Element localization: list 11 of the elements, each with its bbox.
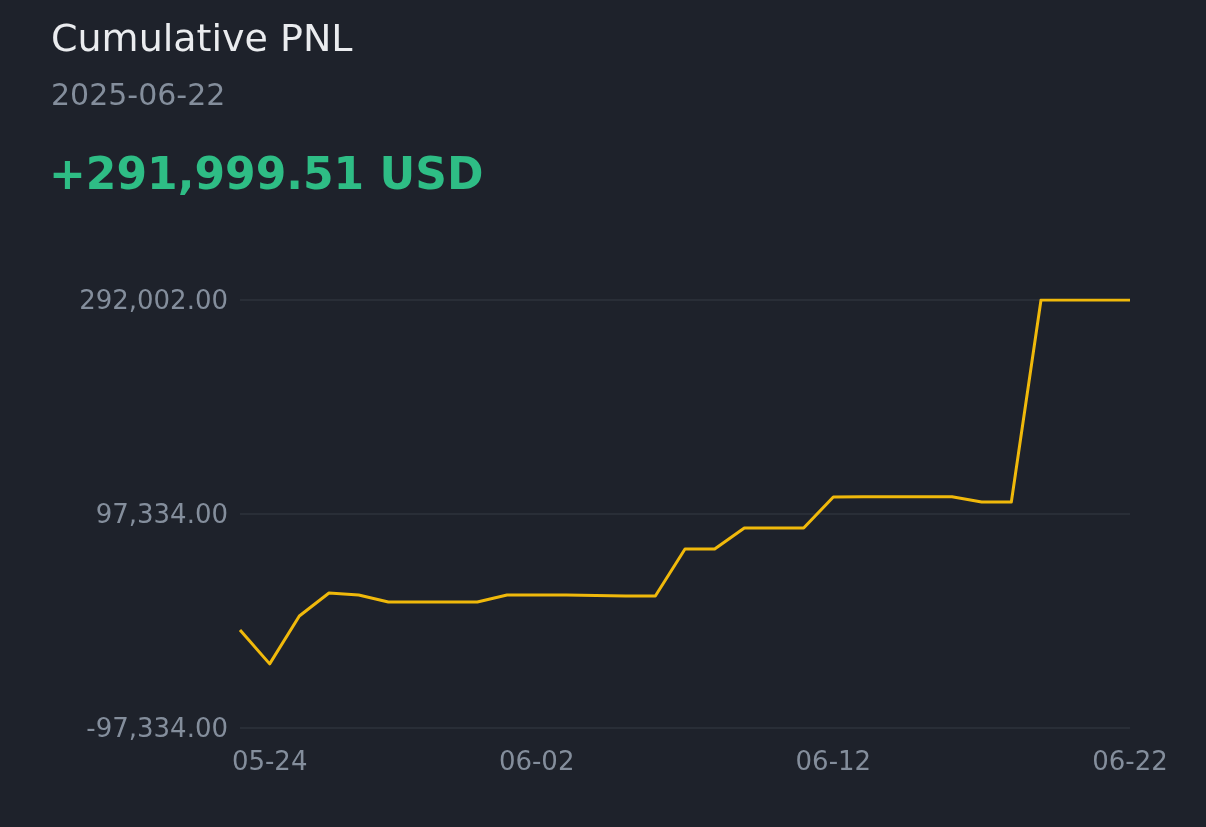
chart-subtitle: 2025-06-22	[51, 76, 226, 112]
text: +291,999.51 USD	[49, 147, 484, 199]
x-tick-label: 06-22	[1092, 746, 1168, 776]
y-tick-label: -97,334.00	[86, 713, 228, 743]
chart-title: Cumulative PNL	[51, 16, 353, 60]
line-series	[238, 298, 1132, 666]
y-tick-label: 292,002.00	[79, 285, 228, 315]
x-tick-label: 06-12	[795, 746, 872, 776]
x-tick-label: 05-24	[231, 746, 308, 776]
x-tick-label: 06-02	[498, 746, 575, 776]
y-tick-label: 97,334.00	[95, 499, 228, 529]
